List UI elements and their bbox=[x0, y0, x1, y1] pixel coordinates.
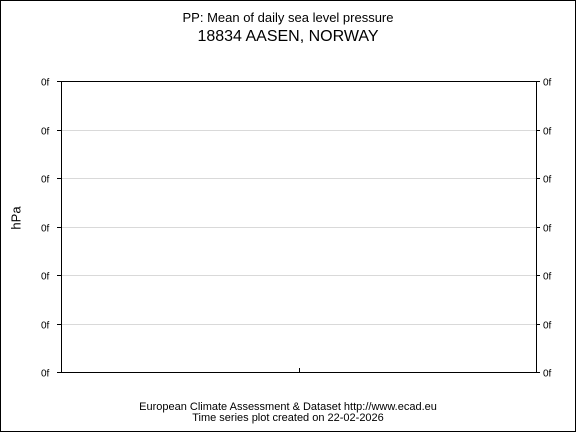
y-tick-label-right: 0f bbox=[543, 78, 552, 89]
footer-credit: European Climate Assessment & Dataset ht… bbox=[139, 401, 437, 413]
y-tick-label-left: 0f bbox=[41, 224, 50, 235]
y-tick-label-right: 0f bbox=[543, 369, 552, 380]
plot-border bbox=[61, 81, 537, 373]
y-tick-label-left: 0f bbox=[41, 78, 50, 89]
y-tick-label-left: 0f bbox=[41, 127, 50, 138]
y-tick-label-left: 0f bbox=[41, 369, 50, 380]
y-tick-label-left: 0f bbox=[41, 175, 50, 186]
y-tick-label-right: 0f bbox=[543, 321, 552, 332]
y-tick-label-left: 0f bbox=[41, 321, 50, 332]
chart-title: PP: Mean of daily sea level pressure bbox=[182, 10, 394, 25]
chart-subtitle: 18834 AASEN, NORWAY bbox=[197, 28, 379, 45]
y-tick-label-left: 0f bbox=[41, 272, 50, 283]
y-tick-label-right: 0f bbox=[543, 127, 552, 138]
y-tick-label-right: 0f bbox=[543, 224, 552, 235]
footer-created: Time series plot created on 22-02-2026 bbox=[192, 412, 384, 424]
y-tick-label-right: 0f bbox=[543, 175, 552, 186]
y-tick-label-right: 0f bbox=[543, 272, 552, 283]
